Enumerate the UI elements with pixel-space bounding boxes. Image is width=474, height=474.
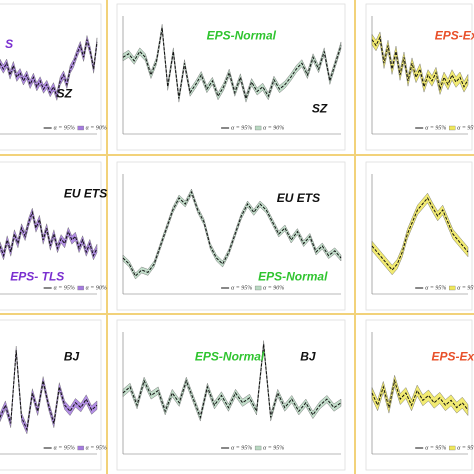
legend-swatch [77, 285, 84, 291]
legend-label: α = 90% [263, 285, 284, 291]
line [122, 27, 342, 101]
annotation: EPS-Normal [207, 28, 277, 42]
legend-label: α = 95% [86, 445, 107, 451]
plot-frame [116, 319, 346, 471]
legend-label: α = 95% [231, 285, 252, 291]
line [0, 39, 98, 99]
annotation: EPS-Ex [435, 28, 474, 42]
legend-swatch [449, 445, 456, 451]
legend-swatch [254, 445, 262, 451]
line [122, 190, 342, 277]
legend-swatch [77, 445, 84, 451]
annotation: BJ [300, 350, 316, 364]
legend-swatch [254, 125, 262, 131]
annotation: EU ETS [64, 187, 107, 201]
legend-swatch [449, 125, 456, 131]
confidence-band [0, 207, 98, 261]
legend-label: α = 95% [263, 445, 284, 451]
annotation: EPS- TLS [10, 270, 64, 284]
annotation: EPS-Normal [195, 350, 265, 364]
legend-label: α = 95% [54, 445, 75, 451]
legend-label: α = 95% [54, 285, 75, 291]
legend-swatch [77, 125, 84, 131]
annotation: S [5, 37, 13, 51]
legend-swatch [449, 285, 456, 291]
legend-label: α = 95% [231, 445, 252, 451]
plot-frame [365, 3, 473, 151]
plot-frame [116, 161, 346, 311]
annotation: EU ETS [277, 191, 320, 205]
annotation: SZ [312, 101, 328, 115]
annotation: SZ [57, 87, 73, 101]
plot-frame [365, 161, 473, 311]
legend-label: α = 95% [425, 125, 446, 131]
plot-frame [365, 319, 473, 471]
line [122, 344, 342, 420]
plot-frame [116, 3, 346, 151]
line [371, 35, 469, 91]
legend-label: α = 95% [457, 285, 474, 291]
line [0, 350, 98, 432]
plot-frame [0, 3, 102, 151]
legend-label: α = 95% [457, 445, 474, 451]
legend-label: α = 95% [231, 125, 252, 131]
legend-label: α = 95% [457, 125, 474, 131]
legend-swatch [254, 285, 262, 291]
confidence-band [122, 340, 342, 422]
plot-frame [0, 319, 102, 471]
annotation: EPS-Normal [258, 270, 328, 284]
line [371, 378, 469, 411]
legend-label: α = 90% [263, 125, 284, 131]
annotation: EPS-Extre [431, 350, 474, 364]
annotation: BJ [64, 350, 80, 364]
legend-label: α = 95% [425, 285, 446, 291]
confidence-band [122, 188, 342, 280]
plot-frame [0, 161, 102, 311]
line [0, 210, 98, 258]
legend-label: α = 95% [54, 125, 75, 131]
legend-label: α = 90% [86, 125, 107, 131]
line [371, 197, 469, 271]
legend-label: α = 95% [425, 445, 446, 451]
legend-label: α = 90% [86, 285, 107, 291]
